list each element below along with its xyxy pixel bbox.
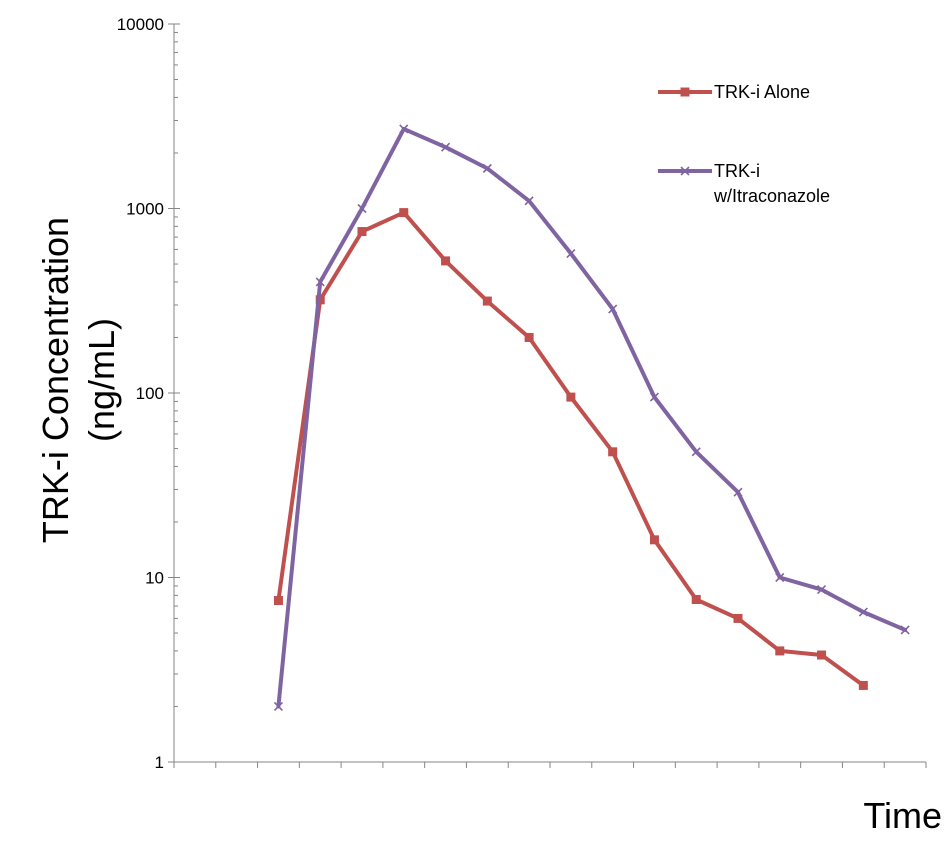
series-line bbox=[276, 210, 866, 688]
data-point bbox=[273, 596, 283, 606]
data-point bbox=[399, 124, 409, 134]
data-point bbox=[357, 227, 367, 237]
data-point bbox=[608, 304, 618, 314]
legend: TRK-i Alone TRK-i w/Itraconazole bbox=[658, 82, 830, 206]
legend-item-2: TRK-i w/Itraconazole bbox=[658, 161, 830, 206]
y-tick-label: 1000 bbox=[126, 200, 164, 219]
y-tick-label: 1 bbox=[155, 753, 164, 772]
data-point bbox=[357, 203, 367, 214]
y-axis-title-line-2: (ng/mL) bbox=[81, 318, 122, 442]
data-point bbox=[816, 585, 827, 595]
data-point bbox=[273, 701, 284, 712]
legend-marker bbox=[680, 166, 690, 176]
series-2 bbox=[273, 124, 910, 712]
data-point bbox=[524, 196, 534, 206]
data-point bbox=[733, 487, 743, 497]
data-point bbox=[858, 680, 868, 690]
y-tick-label: 10000 bbox=[117, 15, 164, 34]
data-point bbox=[858, 607, 868, 617]
data-point bbox=[775, 572, 785, 583]
data-point bbox=[441, 256, 451, 266]
y-axis-title-line-1: TRK-i Concentration bbox=[35, 217, 76, 543]
data-point bbox=[440, 142, 451, 152]
y-tick-label: 10 bbox=[145, 569, 164, 588]
y-axis: 1 10 100 1000 10000 bbox=[117, 15, 180, 772]
data-point bbox=[900, 625, 910, 635]
data-point bbox=[649, 535, 659, 545]
legend-label: TRK-i bbox=[714, 161, 760, 181]
series-line bbox=[276, 126, 908, 709]
series-layer bbox=[273, 124, 910, 712]
data-point bbox=[817, 650, 827, 660]
legend-item-1: TRK-i Alone bbox=[658, 82, 810, 102]
data-point bbox=[608, 447, 618, 457]
y-tick-label: 100 bbox=[136, 384, 164, 403]
data-point bbox=[733, 613, 743, 623]
y-axis-title: TRK-i Concentration (ng/mL) bbox=[35, 217, 122, 543]
data-point bbox=[566, 392, 576, 402]
legend-label: w/Itraconazole bbox=[713, 186, 830, 206]
data-point bbox=[399, 208, 409, 218]
series-1 bbox=[273, 208, 868, 690]
data-point bbox=[691, 447, 701, 457]
data-point bbox=[691, 594, 701, 604]
legend-marker bbox=[680, 87, 690, 97]
data-point bbox=[566, 248, 576, 259]
x-axis-title: Time bbox=[863, 795, 942, 836]
data-point bbox=[524, 332, 534, 342]
data-point bbox=[775, 646, 785, 656]
data-point bbox=[482, 296, 492, 306]
data-point bbox=[482, 163, 492, 173]
legend-label: TRK-i Alone bbox=[714, 82, 810, 102]
x-axis bbox=[173, 761, 927, 768]
data-point bbox=[649, 392, 660, 402]
data-point bbox=[315, 277, 325, 287]
